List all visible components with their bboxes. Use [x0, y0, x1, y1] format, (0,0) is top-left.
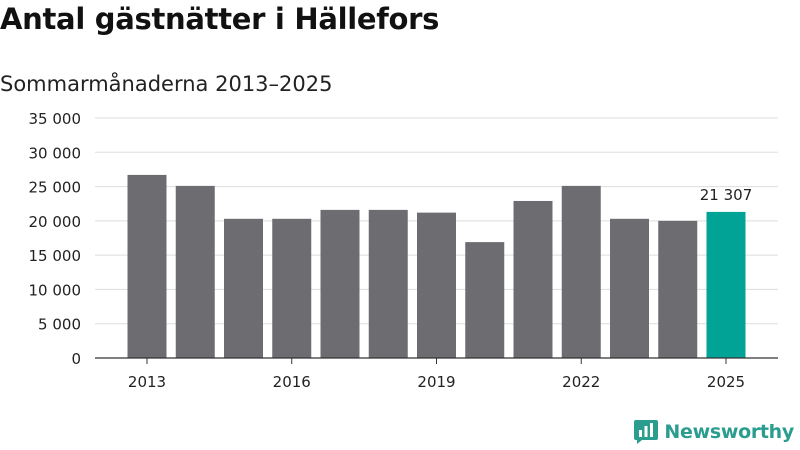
axis-labels: 0 5 000 10 000 15 000 20 000 25 000 30 000 35 0…	[29, 110, 778, 391]
bar-2023	[610, 218, 649, 358]
x-tick-label: 2013	[128, 373, 166, 391]
bar-2018	[368, 209, 408, 358]
bar-2020	[465, 242, 505, 358]
newsworthy-logo: Newsworthy	[634, 419, 794, 445]
bar-2017	[320, 209, 360, 358]
chart-subtitle: Sommarmånaderna 2013–2025	[0, 72, 333, 96]
y-tick-label: 10 000	[29, 281, 82, 299]
y-tick-label: 20 000	[29, 213, 82, 231]
newsworthy-logo-icon	[634, 420, 659, 444]
bar-2022	[561, 185, 601, 358]
bar-2015	[224, 218, 263, 358]
newsworthy-logo-text: Newsworthy	[664, 421, 794, 443]
x-tick-label: 2019	[417, 373, 455, 391]
bar-2021	[513, 200, 553, 358]
bars	[127, 174, 746, 358]
x-tick-label: 2025	[707, 373, 745, 391]
y-tick-label: 15 000	[29, 247, 82, 265]
chart-title: Antal gästnätter i Hällefors	[0, 2, 440, 36]
bar-2019	[417, 212, 456, 358]
y-tick-label: 30 000	[29, 144, 82, 162]
y-tick-label: 25 000	[29, 179, 82, 197]
x-tick-label: 2016	[273, 373, 311, 391]
y-tick-label: 5 000	[38, 316, 81, 334]
data-label: 21 307	[700, 186, 753, 204]
bar-2013	[127, 174, 167, 358]
bar-2016	[272, 218, 312, 358]
bar-2014	[175, 185, 215, 358]
y-tick-label: 35 000	[29, 110, 82, 128]
bar-2025	[706, 211, 746, 358]
x-tick-label: 2022	[562, 373, 600, 391]
y-tick-label: 0	[71, 350, 81, 368]
bar-2024	[658, 220, 698, 358]
